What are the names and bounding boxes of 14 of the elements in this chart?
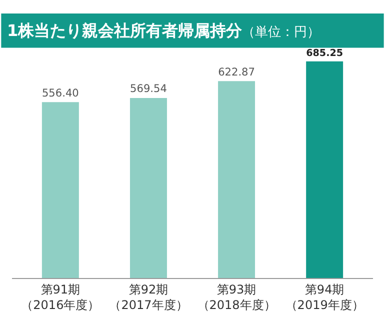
x-tick-label: 第94期（2019年度） <box>285 282 364 312</box>
data-label: 569.54 <box>130 83 168 96</box>
chart-title: 1株当たり親会社所有者帰属持分 <box>7 21 244 40</box>
bar <box>130 98 167 278</box>
bar <box>218 81 256 278</box>
data-label: 556.40 <box>42 87 80 100</box>
data-label: 685.25 <box>306 48 344 60</box>
data-label: 622.87 <box>218 66 255 78</box>
chart-subtitle: （単位：円） <box>242 25 320 40</box>
x-tick-label: 第92期（2017年度） <box>109 282 188 312</box>
x-tick-label: 第91期（2016年度） <box>21 282 100 312</box>
x-tick-label: 第93期（2018年度） <box>197 282 276 312</box>
bar <box>306 61 344 278</box>
bar <box>42 102 79 278</box>
